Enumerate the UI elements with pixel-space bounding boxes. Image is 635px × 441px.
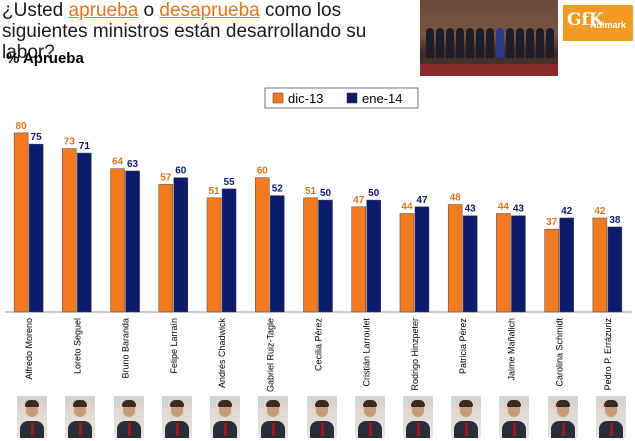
cabinet-photo [420, 0, 558, 76]
data-label-dic-13-3: 57 [160, 172, 172, 183]
red-carpet [420, 64, 558, 76]
bar-dic-13-9 [447, 204, 463, 313]
data-label-dic-13-5: 60 [257, 166, 269, 177]
portrait-6 [306, 396, 337, 438]
data-label-ene-14-10: 43 [513, 204, 525, 215]
bar-dic-13-10 [496, 213, 511, 313]
bar-ene-14-7 [366, 199, 381, 313]
gfk-adimark-logo: GfK Adimark [563, 5, 633, 41]
bar-dic-13-5 [255, 177, 270, 313]
category-label-7: Cristián Larroulet [362, 318, 372, 387]
data-label-dic-13-9: 48 [450, 193, 462, 204]
bar-dic-13-8 [399, 213, 415, 313]
data-label-dic-13-12: 42 [594, 206, 606, 217]
cabinet-group [424, 28, 554, 64]
category-label-9: Patricia Pérez [458, 318, 468, 375]
portrait-2 [113, 396, 144, 438]
disapprove-word: desaprueba [159, 0, 260, 21]
category-label-8: Rodrigo Hinzpeter [410, 318, 420, 391]
legend-label-dic-13: dic-13 [288, 91, 323, 106]
bar-ene-14-3 [173, 177, 189, 313]
bar-dic-13-4 [206, 197, 222, 313]
data-label-ene-14-4: 55 [223, 177, 235, 188]
bar-dic-13-3 [158, 184, 174, 313]
legend-box [264, 87, 419, 109]
logo-brand: Adimark [590, 20, 627, 30]
bar-ene-14-5 [270, 195, 285, 313]
portrait-8 [402, 396, 433, 438]
data-label-ene-14-2: 63 [127, 159, 139, 170]
data-label-ene-14-9: 43 [465, 204, 477, 215]
portrait-9 [451, 396, 482, 438]
bar-ene-14-2 [125, 170, 140, 313]
data-label-dic-13-4: 51 [208, 186, 220, 197]
bar-ene-14-12 [607, 226, 623, 313]
data-label-ene-14-6: 50 [320, 188, 332, 199]
data-label-ene-14-1: 71 [79, 141, 91, 152]
category-label-0: Alfredo Moreno [24, 318, 34, 380]
legend-label-ene-14: ene-14 [362, 91, 402, 106]
data-label-ene-14-8: 47 [416, 195, 428, 206]
legend-swatch-dic-13 [272, 92, 284, 104]
survey-question: ¿Usted aprueba o desaprueba como los sig… [2, 0, 422, 63]
data-label-dic-13-7: 47 [353, 195, 365, 206]
logo-mark: GfK [567, 10, 604, 30]
data-label-dic-13-10: 44 [498, 201, 510, 212]
data-label-ene-14-11: 42 [561, 206, 573, 217]
bar-ene-14-1 [77, 152, 92, 313]
bar-dic-13-0 [13, 132, 29, 313]
bar-ene-14-4 [221, 188, 237, 313]
category-label-3: Felipe Larraín [169, 318, 179, 374]
portrait-11 [547, 396, 578, 438]
category-label-2: Bruno Baranda [121, 318, 131, 379]
data-label-dic-13-1: 73 [64, 137, 76, 148]
data-label-ene-14-0: 75 [31, 132, 43, 143]
chart-subtitle: % Aprueba [6, 50, 84, 67]
data-label-dic-13-0: 80 [16, 121, 28, 132]
bar-ene-14-11 [559, 217, 574, 313]
question-prefix: ¿Usted [2, 0, 69, 21]
portrait-12 [595, 396, 626, 438]
portrait-1 [65, 396, 96, 438]
bar-dic-13-2 [110, 168, 125, 313]
bar-ene-14-9 [462, 215, 478, 313]
question-middle: o [138, 0, 160, 21]
data-label-ene-14-12: 38 [609, 215, 621, 226]
bar-ene-14-8 [414, 206, 430, 313]
data-label-ene-14-3: 60 [175, 166, 187, 177]
portrait-5 [258, 396, 289, 438]
approve-word: aprueba [68, 0, 139, 21]
category-label-11: Carolina Schmidt [555, 318, 565, 387]
bar-dic-13-12 [592, 217, 608, 313]
question-suffix: como los siguientes ministros están desa… [2, 0, 367, 63]
portrait-3 [161, 396, 192, 438]
bar-dic-13-6 [303, 197, 318, 313]
bar-dic-13-7 [351, 206, 366, 313]
portrait-10 [499, 396, 530, 438]
bar-ene-14-6 [318, 199, 333, 313]
data-label-dic-13-6: 51 [305, 186, 317, 197]
category-label-10: Jaime Mañalich [506, 318, 516, 381]
data-label-ene-14-7: 50 [368, 188, 380, 199]
legend-swatch-ene-14 [346, 92, 358, 104]
data-label-dic-13-11: 37 [546, 217, 558, 228]
category-label-4: Andrés Chadwick [217, 318, 227, 389]
bar-ene-14-10 [511, 215, 526, 313]
portrait-4 [210, 396, 241, 438]
bar-dic-13-1 [62, 148, 77, 313]
data-label-dic-13-2: 64 [112, 157, 124, 168]
bar-dic-13-11 [544, 228, 559, 313]
data-label-dic-13-8: 44 [401, 201, 413, 212]
category-label-12: Pedro P. Errázuriz [603, 318, 613, 391]
category-label-6: Cecilia Pérez [314, 318, 324, 372]
data-label-ene-14-5: 52 [272, 184, 284, 195]
bar-ene-14-0 [28, 143, 44, 313]
category-label-1: Loreto Seguel [72, 318, 82, 374]
portrait-0 [17, 396, 48, 438]
portrait-7 [354, 396, 385, 438]
category-label-5: Gabriel Ruiz-Tagle [265, 318, 275, 392]
